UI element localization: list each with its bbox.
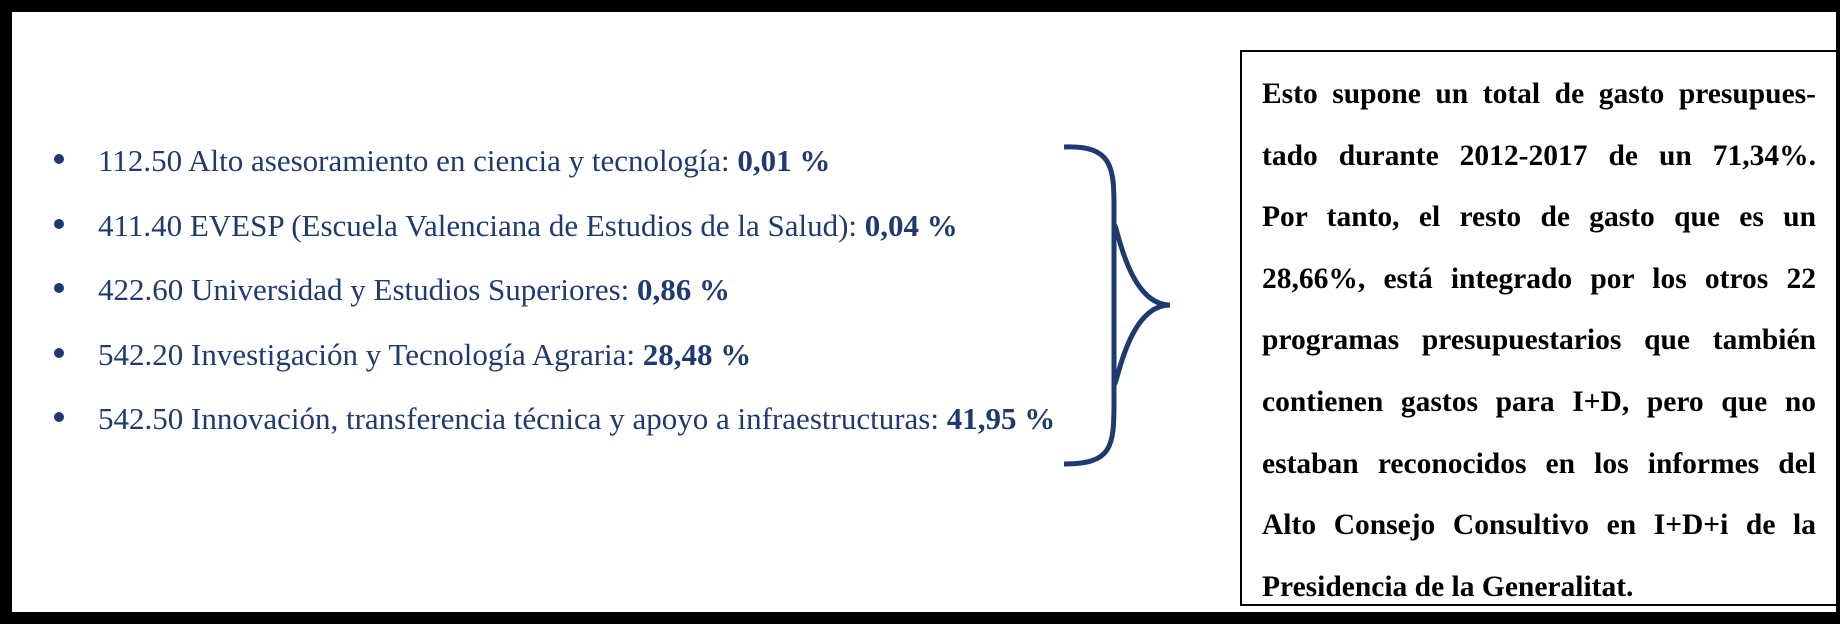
list-item: 542.50 Innovación, transferencia técnica… xyxy=(54,401,1056,436)
summary-line: Esto supone un total de gasto presupues- xyxy=(1262,78,1816,110)
summary-line: Alto Consejo Consultivo en I+D+i de la xyxy=(1262,509,1816,542)
summary-line: Presidencia de la Generalitat. xyxy=(1262,570,1634,603)
list-item: 542.20 Investigación y Tecnología Agrari… xyxy=(54,336,752,372)
summary-line: programas presupuestarios que también xyxy=(1262,324,1816,357)
summary-line: estaban reconocidos en los informes del xyxy=(1262,447,1816,480)
item-label: 411.40 EVESP (Escuela Valenciana de Estu… xyxy=(98,207,858,243)
item-value: 0,04 % xyxy=(864,207,958,243)
item-label: 542.20 Investigación y Tecnología Agrari… xyxy=(98,336,636,372)
summary-line: tado durante 2012-2017 de un 71,34%. xyxy=(1262,139,1816,172)
item-value: 0,86 % xyxy=(637,272,731,307)
list-item: 112.50 Alto asesoramiento en ciencia y t… xyxy=(54,143,831,178)
bullet xyxy=(54,218,64,229)
summary-line: Por tanto, el resto de gasto que es un xyxy=(1262,201,1816,234)
bullet xyxy=(54,283,64,293)
item-value: 28,48 % xyxy=(642,336,752,372)
item-label: 112.50 Alto asesoramiento en ciencia y t… xyxy=(98,143,730,178)
bullet xyxy=(54,154,64,164)
brace xyxy=(1063,144,1171,467)
item-label: 542.50 Innovación, transferencia técnica… xyxy=(98,401,939,436)
item-label: 422.60 Universidad y Estudios Superiores… xyxy=(98,272,630,307)
item-value: 41,95 % xyxy=(946,401,1056,436)
list-item: 411.40 EVESP (Escuela Valenciana de Estu… xyxy=(54,207,958,243)
bullet xyxy=(54,412,64,422)
summary-line: contienen gastos para I+D, pero que no xyxy=(1262,385,1816,418)
bullet xyxy=(54,347,64,358)
summary-box: Esto supone un total de gasto presupues-… xyxy=(1240,50,1838,606)
list-item: 422.60 Universidad y Estudios Superiores… xyxy=(54,272,731,307)
item-value: 0,01 % xyxy=(737,143,831,178)
summary-line: 28,66%, está integrado por los otros 22 xyxy=(1262,262,1816,295)
